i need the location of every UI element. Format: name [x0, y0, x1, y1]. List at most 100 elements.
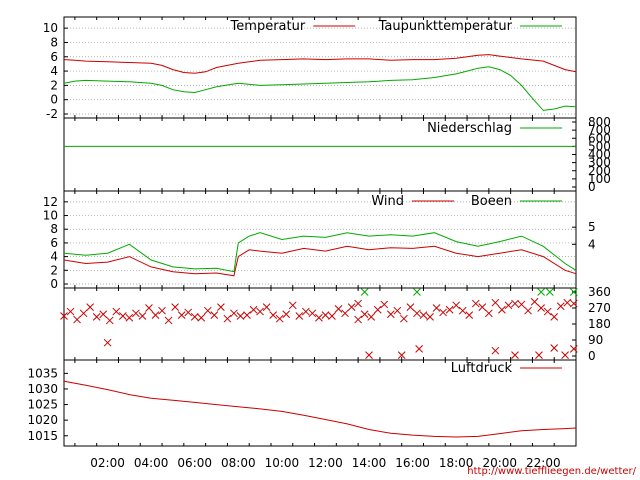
- y-tick-label: 2: [50, 78, 58, 92]
- y-tick-label: 6: [50, 50, 58, 64]
- x-tick-label: 12:00: [308, 456, 343, 470]
- y-tick-label: 0: [50, 93, 58, 107]
- wind-direction-point: [138, 312, 147, 320]
- wind-direction-point: [569, 288, 578, 296]
- wind-direction-point: [524, 306, 532, 315]
- wind-direction-point: [546, 288, 554, 296]
- x-axis: 02:00 04:00 06:00 08:00 10:00 12:00 14:00 16:00…: [90, 456, 560, 470]
- wind-direction-point: [321, 311, 330, 319]
- x-tick-label: 22:00: [526, 456, 561, 470]
- y-right-tick-label: 400: [588, 148, 611, 162]
- wind-direction-point: [530, 297, 539, 306]
- wind-direction-point: [504, 301, 513, 310]
- x-tick-label: 06:00: [177, 456, 212, 470]
- wind-direction-point: [458, 306, 467, 315]
- x-tick-label: 18:00: [439, 456, 474, 470]
- wind-direction-point: [360, 310, 369, 319]
- wind-direction-point: [256, 307, 264, 316]
- wind-direction-point: [543, 307, 552, 316]
- y-right-tick-label: 0: [588, 349, 596, 363]
- wind-direction-point: [99, 310, 108, 319]
- wind-direction-point: [354, 299, 362, 308]
- wind-direction-point: [439, 308, 447, 317]
- legend-label: Taupunkttemperatur: [378, 19, 513, 34]
- x-tick-label: 08:00: [221, 456, 256, 470]
- y-right-tick-label: 0: [588, 180, 596, 194]
- wind-direction-point: [380, 300, 389, 309]
- y-tick-label: 12: [43, 195, 58, 209]
- y-tick-label: 10: [43, 21, 58, 35]
- wind-direction-point: [432, 304, 441, 312]
- panel-wind-direction: 0 90 180 270 360: [60, 285, 611, 363]
- series-line-temperatur: [63, 54, 577, 74]
- wind-direction-point: [328, 312, 336, 320]
- wind-direction-point: [426, 313, 434, 321]
- y-right-tick-label: 200: [588, 164, 611, 178]
- series-line-wind: [63, 245, 577, 277]
- legend-label: Luftdruck: [451, 361, 513, 376]
- wind-direction-point: [569, 345, 578, 353]
- wind-direction-point: [360, 288, 369, 296]
- legend-label: Temperatur: [230, 19, 306, 34]
- y-right-tick-label: 500: [588, 139, 611, 153]
- wind-direction-point: [92, 313, 101, 321]
- y-tick-label: 4: [50, 64, 58, 78]
- y-right-tick-label: 300: [588, 156, 611, 170]
- wind-direction-point: [550, 344, 559, 352]
- wind-direction-point: [347, 303, 356, 311]
- wind-direction-point: [367, 313, 376, 321]
- legend-label: Niederschlag: [427, 121, 512, 136]
- wind-direction-point: [452, 301, 461, 310]
- wind-direction-point: [517, 300, 526, 309]
- y-right-tick-label: 700: [588, 123, 611, 137]
- wind-direction-point: [60, 312, 68, 320]
- y-right-tick-label: 270: [588, 301, 611, 315]
- wind-direction-point: [498, 305, 506, 314]
- y-right-tick-label: 100: [588, 172, 611, 186]
- wind-direction-point: [203, 306, 212, 315]
- y-right-tick-label: 600: [588, 131, 611, 145]
- y-tick-label: 10: [43, 209, 58, 223]
- wind-direction-point: [79, 309, 88, 318]
- wind-direction-point: [66, 307, 75, 316]
- wind-direction-point: [295, 312, 304, 320]
- wind-direction-point: [550, 313, 559, 321]
- panel-frame: [63, 287, 577, 361]
- x-tick-label: 04:00: [134, 456, 169, 470]
- x-tick-label: 14:00: [352, 456, 387, 470]
- wind-direction-point: [105, 316, 114, 325]
- y-tick-label: 6: [50, 236, 58, 250]
- wind-direction-point: [415, 345, 423, 353]
- x-tick-label: 10:00: [265, 456, 300, 470]
- wind-direction-point: [537, 288, 545, 296]
- wind-direction-point: [569, 299, 578, 308]
- wind-direction-point: [406, 303, 415, 311]
- wind-direction-point: [315, 313, 323, 322]
- wind-direction-point: [171, 303, 179, 311]
- series-line-boeen: [63, 232, 577, 273]
- wind-direction-point: [275, 314, 284, 323]
- wind-direction-point: [282, 310, 291, 319]
- wind-direction-point: [118, 312, 127, 320]
- wind-direction-point: [243, 311, 251, 319]
- wind-direction-point: [158, 306, 166, 315]
- wind-direction-point: [478, 303, 487, 311]
- wind-direction-point: [223, 314, 232, 323]
- y-tick-label: 0: [50, 277, 58, 291]
- wind-direction-point: [230, 309, 238, 318]
- wind-direction-point: [471, 299, 480, 308]
- wind-direction-point: [210, 311, 219, 319]
- wind-direction-point: [132, 309, 140, 318]
- footer-url: http://www.tiefflieegen.de/wetter/: [467, 466, 636, 477]
- wind-direction-point: [125, 313, 134, 322]
- wind-direction-point: [301, 307, 310, 316]
- y-right-tick-label: 4: [588, 237, 596, 251]
- y-tick-label: 2: [50, 263, 58, 277]
- series-line-taupunkttemperatur: [63, 66, 577, 111]
- wind-direction-point: [373, 305, 382, 314]
- wind-direction-point: [217, 303, 225, 311]
